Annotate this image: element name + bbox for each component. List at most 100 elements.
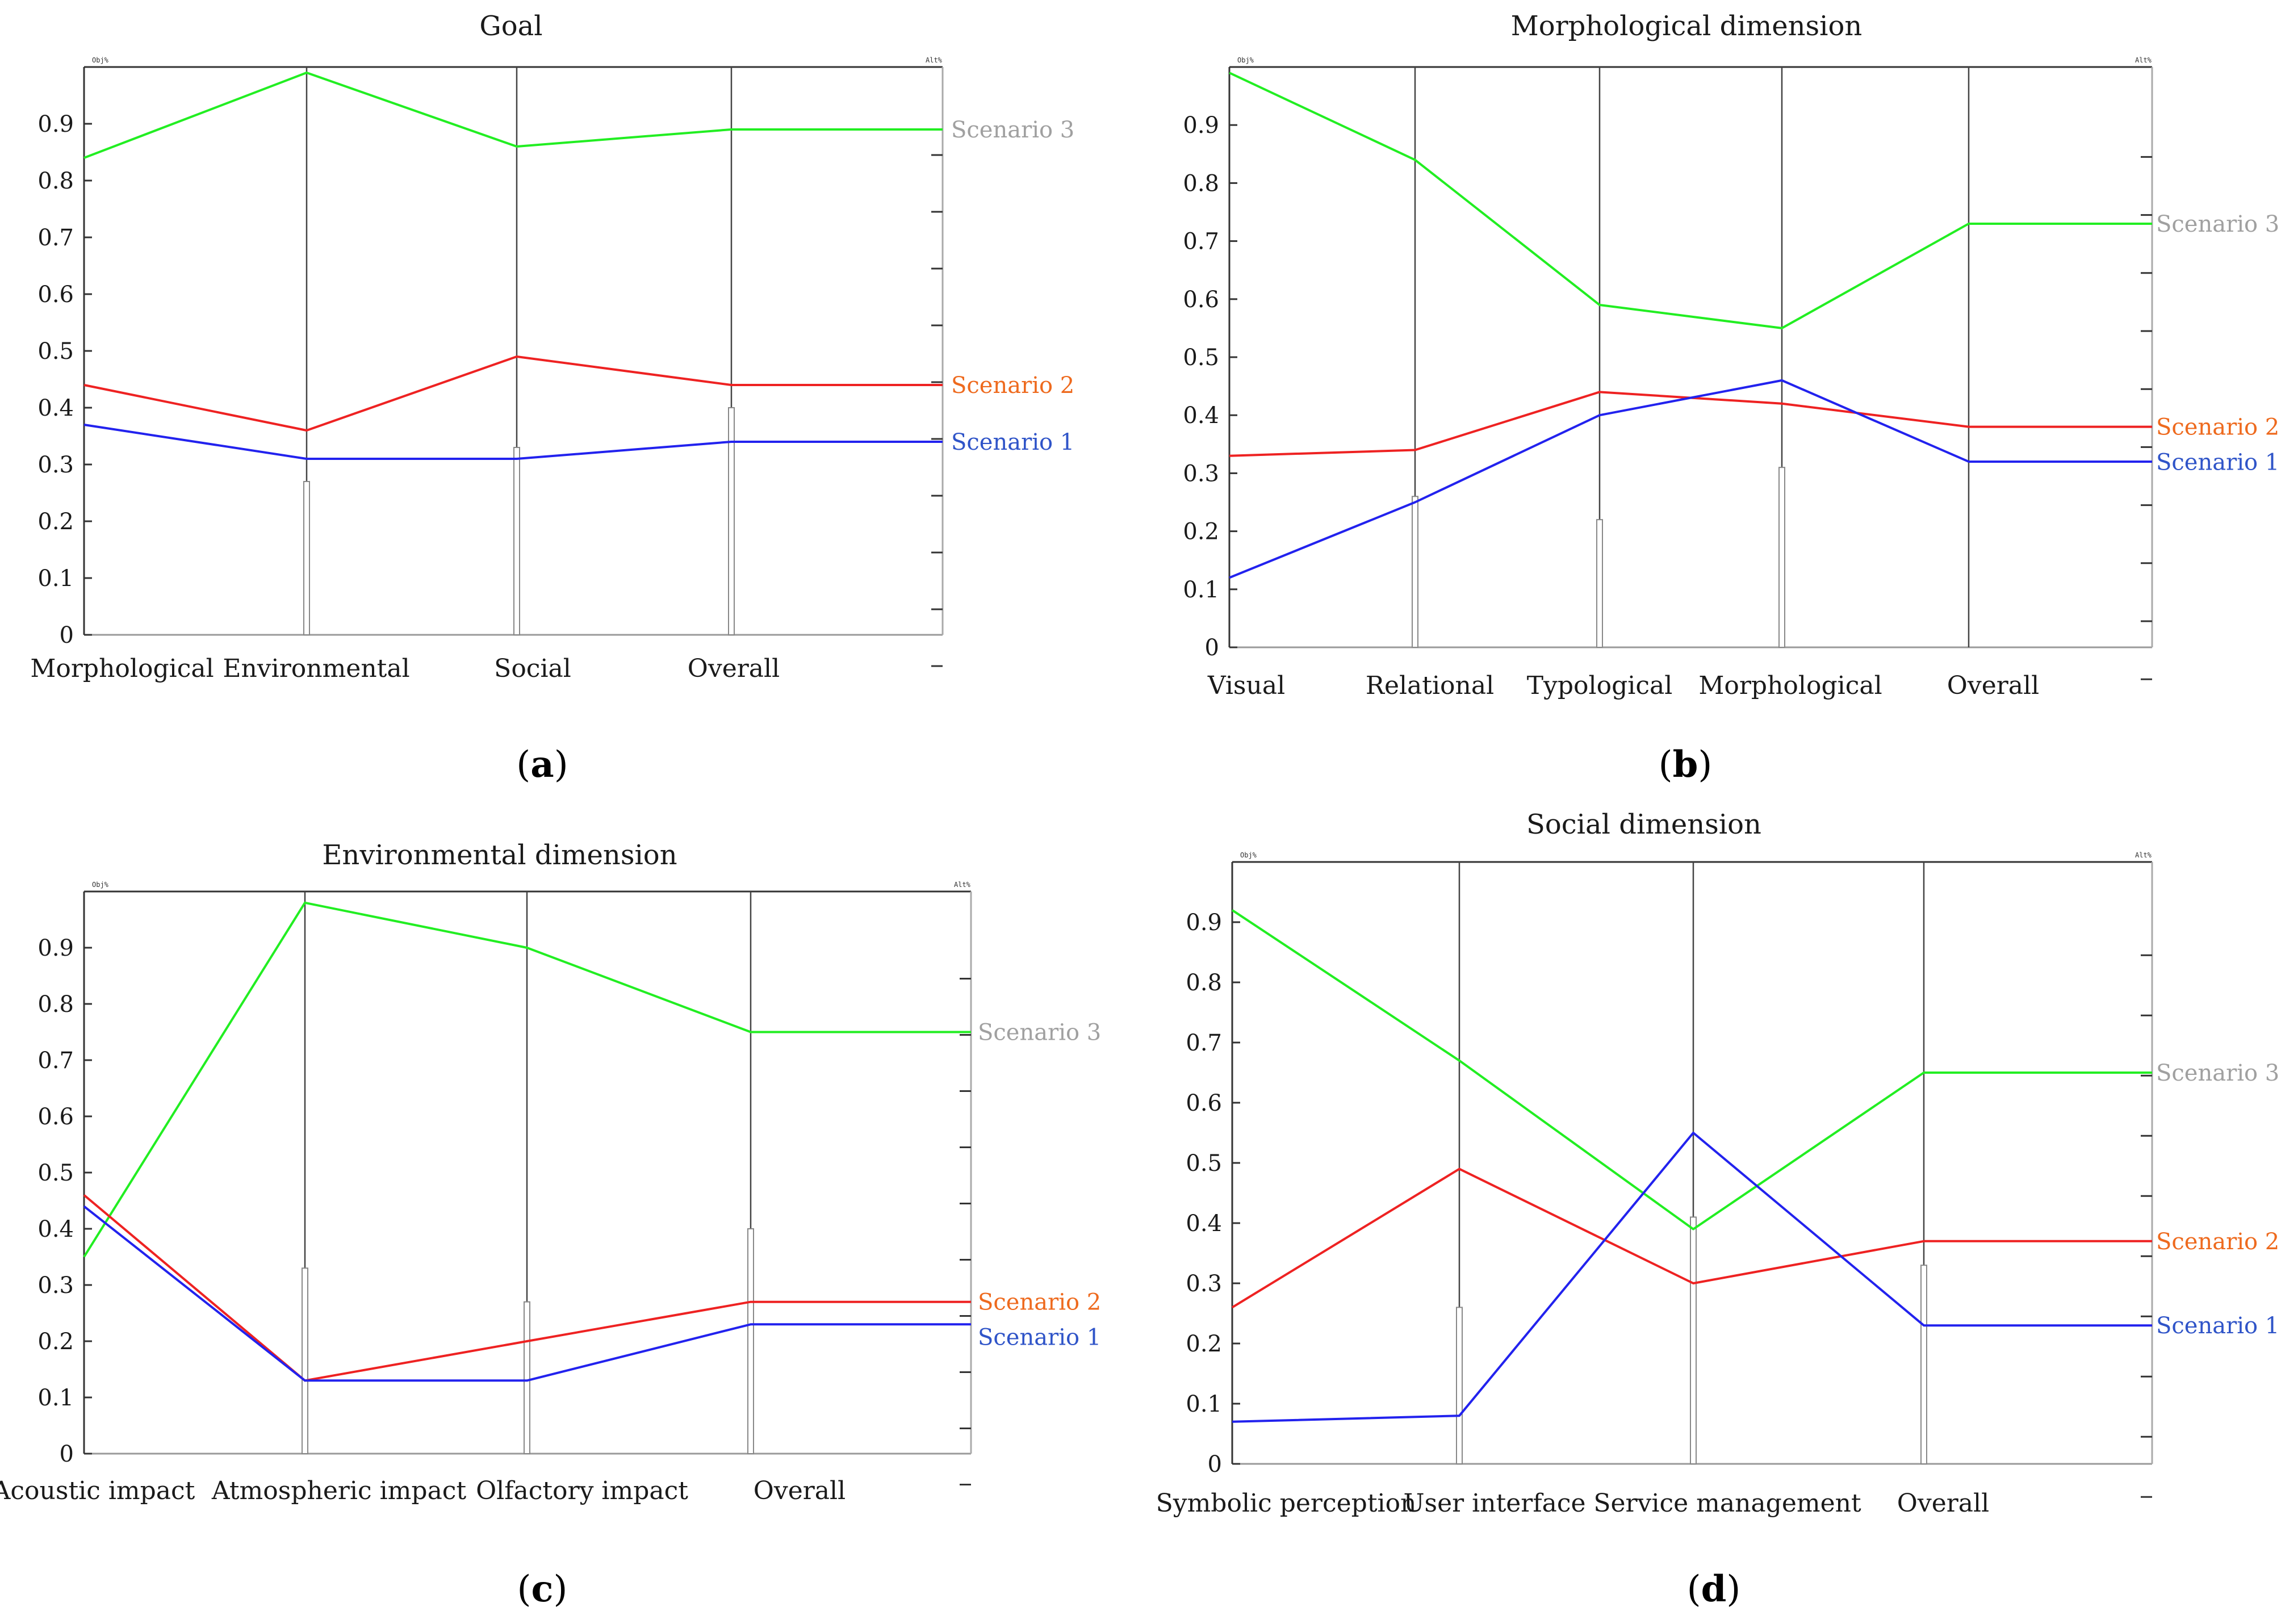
panel-label: (c) [517, 1568, 568, 1610]
weight-bar [302, 1267, 308, 1455]
y-tick-label: 0.2 [37, 1329, 74, 1355]
category-label: Symbolic perception [1156, 1489, 1417, 1518]
series-line-1 [1231, 909, 2152, 1230]
corner-label-left: Obj% [92, 881, 109, 889]
y-tick-label: 0.2 [1183, 519, 1219, 545]
y-tick-label: 0.6 [1183, 287, 1219, 313]
y-tick-label: 0.2 [37, 509, 74, 535]
y-tick-label: 0 [60, 622, 74, 648]
y-tick-label: 0 [60, 1441, 74, 1467]
chart-title: Goal [479, 10, 542, 42]
category-label: Overall [688, 654, 780, 683]
y-tick-label: 0.6 [37, 1104, 74, 1130]
chart-panel-1: Goal Obj% Alt% 0 0.1 0.2 0.3 0.4 0.5 0.6 0.7 0.8 0.9… [30, 10, 1074, 786]
series-line-3 [1232, 1132, 2152, 1423]
category-label: Overall [1897, 1489, 1989, 1518]
y-tick-label: 0.8 [37, 168, 74, 194]
series-line-1 [83, 72, 943, 159]
corner-label-right: Alt% [2135, 56, 2152, 64]
y-tick-label: 0.8 [37, 991, 74, 1018]
y-tick-label: 0.7 [37, 225, 74, 251]
corner-label-left: Obj% [92, 56, 109, 64]
weight-bar [524, 1301, 530, 1454]
y-tick-label: 0.1 [37, 566, 74, 592]
y-tick-label: 0.7 [1183, 229, 1219, 255]
weight-bar [1596, 519, 1603, 648]
y-tick-label: 0.5 [1183, 345, 1219, 371]
weight-bar [728, 407, 735, 635]
category-label: Morphological [1698, 671, 1882, 700]
y-tick-label: 0.2 [1186, 1331, 1222, 1357]
series-line-2 [83, 355, 943, 432]
category-label: Olfactory impact [476, 1476, 688, 1505]
y-tick-label: 0.3 [37, 1273, 74, 1299]
series-line-3 [1229, 379, 2152, 579]
y-tick-label: 0.4 [1186, 1211, 1222, 1237]
weight-bar [1690, 1216, 1697, 1464]
legend-label: Scenario 2 [2156, 1229, 2279, 1255]
legend-label: Scenario 2 [978, 1290, 1101, 1316]
corner-label-right: Alt% [954, 881, 971, 889]
y-tick-label: 0 [1205, 635, 1219, 661]
y-tick-label: 0 [1208, 1451, 1222, 1477]
category-label: Overall [754, 1476, 846, 1505]
legend-label: Scenario 2 [951, 372, 1074, 399]
chart-panel-4: Social dimension Obj% Alt% 0 0.1 0.2 0.3 0.4 0.5… [1156, 809, 2280, 1610]
legend-label: Scenario 2 [2156, 415, 2279, 441]
y-tick-label: 0.1 [1186, 1391, 1222, 1417]
y-tick-label: 0.4 [37, 1216, 74, 1242]
category-label: Service management [1593, 1489, 1861, 1518]
chart-panel-2: Morphological dimension Obj% Alt% 0 0.1 0.2 0.… [1183, 10, 2279, 786]
category-label: Morphological [30, 654, 214, 683]
y-tick-label: 0.3 [37, 452, 74, 478]
weight-bar [513, 447, 520, 635]
series-line-2 [1231, 1167, 2152, 1309]
chart-title: Environmental dimension [322, 839, 677, 871]
weight-bar [1778, 467, 1785, 648]
y-tick-label: 0.5 [37, 338, 74, 365]
y-tick-label: 0.3 [1186, 1271, 1222, 1297]
category-label: Relational [1366, 671, 1494, 700]
panel-label: (a) [516, 743, 568, 786]
y-tick-label: 0.5 [37, 1160, 74, 1186]
category-label: Overall [1947, 671, 2039, 700]
corner-label-left: Obj% [1240, 851, 1257, 859]
y-tick-label: 0.8 [1186, 970, 1222, 996]
weight-bar [303, 481, 310, 635]
category-label: Acoustic impact [0, 1476, 195, 1505]
y-tick-label: 0.5 [1186, 1150, 1222, 1177]
y-tick-label: 0.4 [37, 395, 74, 421]
panel-label: (b) [1659, 743, 1713, 786]
y-tick-label: 0.1 [37, 1385, 74, 1411]
y-tick-label: 0.7 [37, 1048, 74, 1074]
y-tick-label: 0.7 [1186, 1030, 1222, 1056]
chart-panel-3: Environmental dimension Obj% Alt% 0 0.1 0.2 0.… [0, 839, 1101, 1610]
legend-label: Scenario 1 [978, 1325, 1101, 1351]
legend-label: Scenario 3 [2156, 1060, 2279, 1086]
y-tick-label: 0.9 [1183, 112, 1219, 139]
legend-label: Scenario 1 [2156, 450, 2279, 476]
category-label: Visual [1207, 671, 1285, 700]
series-line-2 [83, 1194, 971, 1382]
chart-title: Social dimension [1526, 809, 1761, 840]
y-tick-label: 0.9 [37, 935, 74, 961]
series-line-1 [83, 901, 971, 1258]
y-tick-label: 0.6 [1186, 1090, 1222, 1116]
weight-bar [747, 1228, 754, 1454]
series-line-3 [83, 1205, 971, 1382]
y-tick-label: 0.3 [1183, 461, 1219, 487]
legend-label: Scenario 3 [978, 1020, 1101, 1046]
corner-label-right: Alt% [926, 56, 943, 64]
category-label: User interface [1403, 1489, 1585, 1518]
corner-label-right: Alt% [2135, 851, 2152, 859]
series-line-1 [1229, 72, 2152, 329]
legend-label: Scenario 3 [951, 117, 1074, 143]
legend-label: Scenario 3 [2156, 211, 2279, 237]
weight-bar [1920, 1265, 1927, 1464]
category-label: Environmental [223, 654, 409, 683]
y-tick-label: 0.9 [1186, 910, 1222, 936]
y-tick-label: 0.6 [37, 282, 74, 308]
y-tick-label: 0.4 [1183, 403, 1219, 429]
weight-bar [1456, 1307, 1463, 1464]
